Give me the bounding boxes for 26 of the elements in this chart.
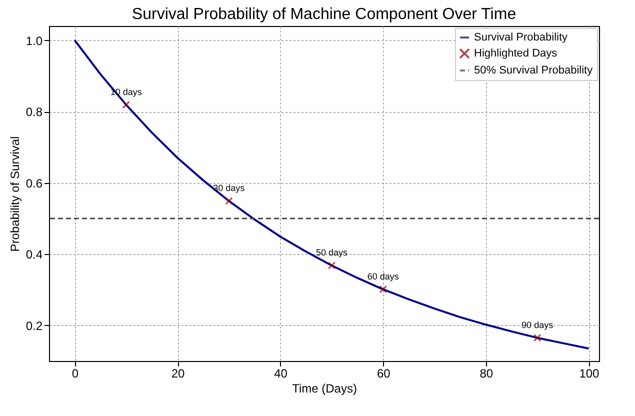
x-axis-title: Time (Days): [292, 382, 357, 396]
point: [224, 197, 233, 205]
annotation: 60 days: [367, 271, 400, 282]
y-tick-label: 1.0: [26, 34, 43, 48]
point: [328, 262, 336, 270]
x-tick-label: 20: [171, 366, 185, 380]
legend-label: 50% Survival Probability: [474, 64, 594, 76]
y-tick-label: 0.4: [26, 248, 43, 262]
annotation: 50 days: [316, 247, 348, 258]
x-tick-label: 60: [376, 366, 391, 380]
y-tick-label: 0.2: [26, 318, 43, 333]
y-axis-title: Probability of Survival: [8, 136, 22, 252]
y-tick-label: 0.8: [26, 105, 43, 120]
x-tick-label: 0: [72, 366, 79, 380]
annotation: 30 days: [213, 182, 246, 193]
legend-label: Highlighted Days: [474, 48, 558, 60]
y-tick-label: 0.6: [26, 176, 43, 190]
x-tick-label: 100: [579, 366, 600, 380]
x-tick-label: 40: [274, 366, 288, 380]
annotation: 90 days: [522, 320, 554, 330]
point: [379, 285, 388, 294]
point: [122, 100, 130, 109]
chart-title: Survival Probability of Machine Component Over Time: [132, 6, 516, 23]
point: [533, 334, 542, 342]
legend-label: Survival Probability: [474, 32, 568, 44]
x-tick-label: 80: [480, 366, 494, 380]
